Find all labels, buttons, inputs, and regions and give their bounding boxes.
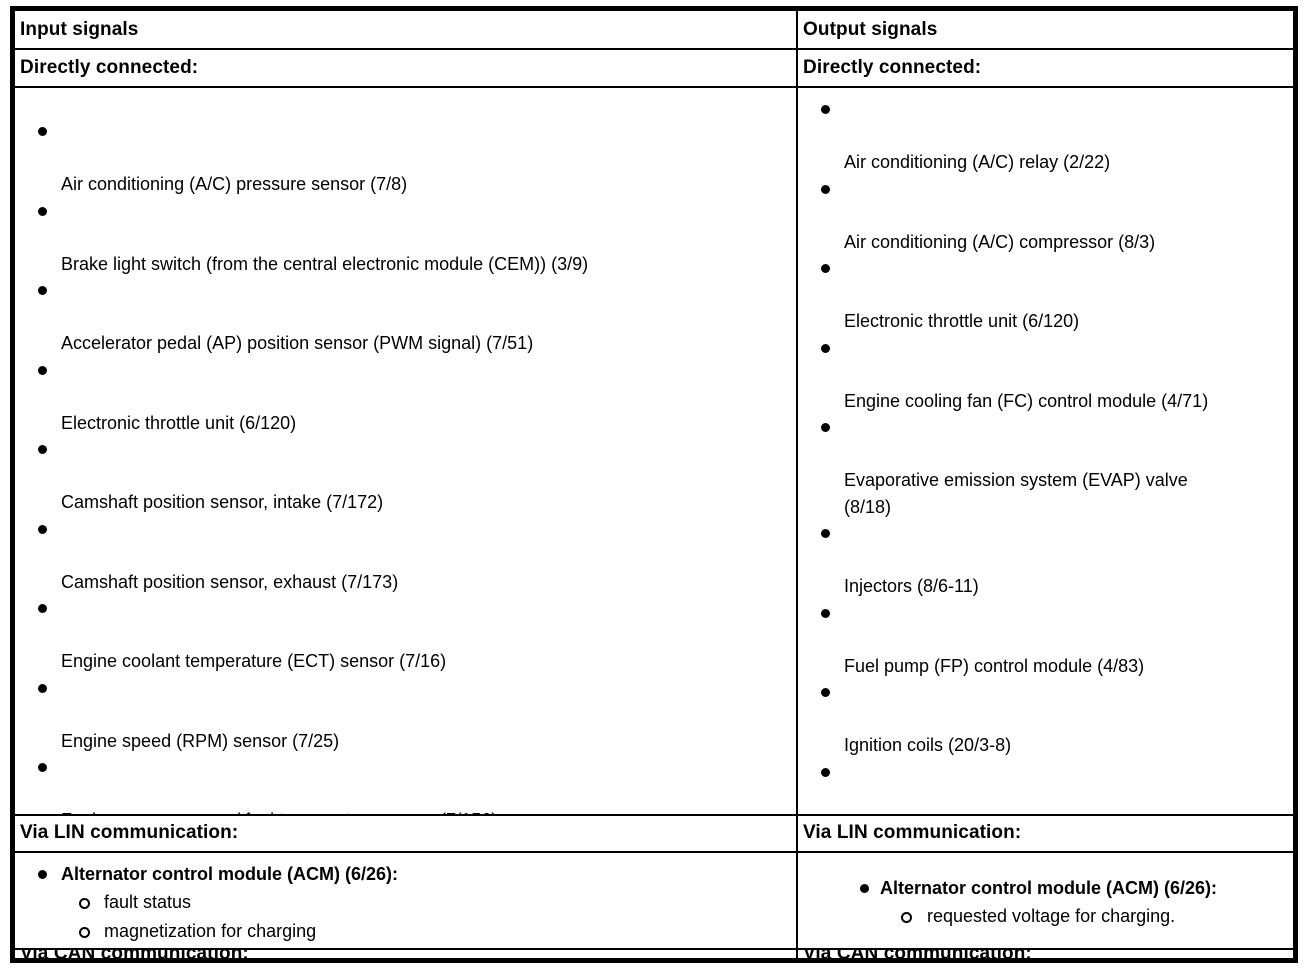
list-item-text: Accelerator pedal (AP) position sensor (… — [61, 333, 534, 353]
list-item-text: Camshaft position sensor, exhaust (7/173… — [61, 571, 399, 592]
list-item-text: Evaporative emission system (EVAP) valve… — [844, 470, 1188, 517]
list-item: Leak diagnostic unit (6/67), (certain ma… — [798, 759, 1293, 814]
bullet-icon — [821, 423, 830, 432]
input-directly-connected-label: Directly connected: — [15, 50, 798, 86]
output-signals-header: Output signals — [798, 11, 1293, 48]
bullet-icon — [38, 604, 47, 613]
circle-bullet-icon — [79, 897, 90, 909]
list-item-text: Engine coolant temperature (ECT) sensor … — [61, 651, 447, 671]
bullet-icon — [821, 688, 830, 697]
list-item-text: Air conditioning (A/C) compressor (8/3) — [844, 231, 1156, 252]
bullet-icon — [821, 608, 830, 618]
list-item: Electronic throttle unit (6/120) — [798, 255, 1293, 335]
via-can-label-row: Via CAN communication: Via CAN communica… — [15, 947, 1293, 958]
bullet-icon — [38, 445, 47, 454]
bullet-icon — [38, 869, 47, 879]
sub-list-item: magnetization for charging — [15, 917, 796, 946]
output-signals-header-label: Output signals — [803, 18, 938, 40]
lin-item: Alternator control module (ACM) (6/26): — [798, 874, 1293, 902]
input-via-lin-label: Via LIN communication: — [15, 815, 798, 851]
bullet-icon — [821, 184, 830, 194]
list-item: Fuel pump (FP) control module (4/83) — [798, 600, 1293, 680]
list-item-text: Air conditioning (A/C) relay (2/22) — [844, 152, 1111, 172]
list-item-text: Air conditioning (A/C) pressure sensor (… — [61, 174, 408, 194]
list-item: Injectors (8/6-11) — [798, 520, 1293, 600]
output-directly-connected-list: Air conditioning (A/C) relay (2/22) Air … — [798, 88, 1293, 814]
signals-table: Input signals Output signals Directly co… — [10, 6, 1298, 963]
bullet-icon — [38, 206, 47, 216]
sub-list-item: requested voltage for charging. — [798, 902, 1293, 931]
list-item: Brake light switch (from the central ele… — [15, 198, 796, 278]
list-item: Air conditioning (A/C) compressor (8/3) — [798, 176, 1293, 256]
list-item-text: Ignition coils (20/3-8) — [844, 735, 1012, 755]
list-item-text: Fuel pressure sensor / fuel temperature … — [61, 810, 497, 814]
sub-list-item-text: magnetization for charging — [104, 920, 317, 941]
circle-bullet-icon — [901, 911, 912, 923]
input-signals-header: Input signals — [15, 11, 798, 48]
section-label: Via CAN communication: — [803, 950, 1032, 958]
sub-list-item-text: requested voltage for charging. — [927, 905, 1176, 926]
bullet-icon — [821, 105, 830, 114]
output-via-can-label: Via CAN communication: — [798, 950, 1293, 958]
list-item: Air conditioning (A/C) pressure sensor (… — [15, 118, 796, 198]
list-item: Engine cooling fan (FC) control module (… — [798, 335, 1293, 415]
list-item-text: Fuel pump (FP) control module (4/83) — [844, 655, 1145, 676]
list-item: Accelerator pedal (AP) position sensor (… — [15, 277, 796, 357]
sub-list-item-text: fault status — [104, 891, 192, 912]
lin-sub-list: fault status magnetization for charging — [15, 888, 796, 946]
input-directly-connected-list: Air conditioning (A/C) pressure sensor (… — [15, 88, 798, 814]
list-item-text: Camshaft position sensor, intake (7/172) — [61, 492, 384, 512]
list-item-text: Engine speed (RPM) sensor (7/25) — [61, 730, 340, 751]
bullet-icon — [38, 763, 47, 772]
directly-connected-label-row: Directly connected: Directly connected: — [15, 48, 1293, 86]
sub-list-item: fault status — [15, 888, 796, 917]
list-item: Ignition coils (20/3-8) — [798, 679, 1293, 759]
bullet-icon — [821, 343, 830, 353]
list-item: Engine speed (RPM) sensor (7/25) — [15, 675, 796, 755]
section-label: Directly connected: — [803, 57, 982, 78]
list-item: Fuel pressure sensor / fuel temperature … — [15, 754, 796, 814]
directly-connected-lists-row: Air conditioning (A/C) pressure sensor (… — [15, 86, 1293, 814]
list-item-text: Engine cooling fan (FC) control module (… — [844, 390, 1209, 411]
bullet-icon — [38, 286, 47, 295]
bullet-icon — [38, 524, 47, 534]
table-header-row: Input signals Output signals — [15, 11, 1293, 48]
section-label: Directly connected: — [20, 57, 199, 78]
bullet-icon — [38, 683, 47, 693]
list-item-text: Electronic throttle unit (6/120) — [61, 412, 297, 433]
list-item: Camshaft position sensor, intake (7/172) — [15, 436, 796, 516]
bullet-icon — [38, 365, 47, 375]
list-item: Electronic throttle unit (6/120) — [15, 357, 796, 437]
output-via-lin-content: Alternator control module (ACM) (6/26): … — [798, 853, 1293, 948]
circle-bullet-icon — [79, 926, 90, 938]
list-item-text: Brake light switch (from the central ele… — [61, 253, 589, 274]
input-via-can-label: Via CAN communication: — [15, 949, 798, 958]
output-via-lin-label: Via LIN communication: — [798, 816, 1293, 851]
input-signals-header-label: Input signals — [20, 18, 139, 40]
bullet-icon — [821, 529, 830, 538]
bullet-icon — [821, 767, 830, 777]
section-label: Via CAN communication: — [20, 950, 249, 958]
output-directly-connected-label: Directly connected: — [798, 50, 1293, 86]
section-label: Via LIN communication: — [803, 822, 1022, 844]
lin-sub-list: requested voltage for charging. — [798, 902, 1293, 931]
bullet-icon — [860, 883, 869, 893]
list-item-text: Electronic throttle unit (6/120) — [844, 311, 1080, 331]
list-item: Air conditioning (A/C) relay (2/22) — [798, 96, 1293, 176]
list-item: Engine coolant temperature (ECT) sensor … — [15, 595, 796, 675]
bullet-icon — [38, 127, 47, 136]
lin-item: Alternator control module (ACM) (6/26): — [15, 860, 796, 888]
list-item-text: Injectors (8/6-11) — [844, 576, 979, 596]
section-label: Via LIN communication: — [20, 822, 239, 844]
list-item: Evaporative emission system (EVAP) valve… — [798, 414, 1293, 520]
via-lin-content-row: Alternator control module (ACM) (6/26): … — [15, 850, 1293, 948]
via-lin-label-row: Via LIN communication: Via LIN communica… — [15, 813, 1293, 851]
lin-item-title: Alternator control module (ACM) (6/26): — [61, 863, 399, 884]
lin-item-title: Alternator control module (ACM) (6/26): — [880, 877, 1218, 898]
input-via-lin-content: Alternator control module (ACM) (6/26): … — [15, 852, 798, 948]
bullet-icon — [821, 264, 830, 273]
list-item: Camshaft position sensor, exhaust (7/173… — [15, 516, 796, 596]
